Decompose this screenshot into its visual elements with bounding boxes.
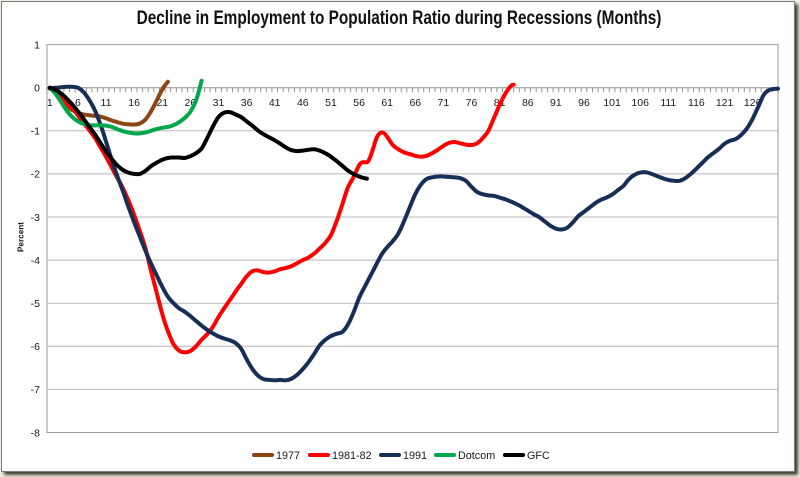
svg-text:-4: -4 [31, 255, 40, 267]
svg-text:-2: -2 [31, 169, 40, 181]
svg-text:-3: -3 [31, 212, 40, 224]
svg-text:86: 86 [522, 97, 534, 109]
svg-text:31: 31 [213, 97, 225, 109]
svg-text:Dotcom: Dotcom [458, 450, 495, 462]
svg-text:56: 56 [353, 97, 365, 109]
svg-text:1981-82: 1981-82 [332, 450, 372, 462]
svg-text:121: 121 [716, 97, 734, 109]
svg-text:1: 1 [34, 39, 40, 51]
svg-text:21: 21 [156, 97, 168, 109]
svg-text:111: 111 [660, 97, 676, 109]
svg-text:116: 116 [688, 97, 705, 109]
svg-text:-5: -5 [31, 298, 40, 310]
svg-text:-7: -7 [31, 384, 40, 396]
svg-text:51: 51 [325, 97, 337, 109]
svg-text:106: 106 [631, 97, 649, 109]
svg-text:0: 0 [34, 83, 40, 95]
svg-text:46: 46 [297, 97, 309, 109]
svg-text:1: 1 [47, 97, 53, 109]
svg-text:11: 11 [101, 97, 112, 109]
svg-text:6: 6 [75, 97, 81, 109]
svg-text:61: 61 [381, 97, 393, 109]
svg-text:16: 16 [128, 97, 140, 109]
svg-text:71: 71 [438, 97, 450, 109]
svg-text:GFC: GFC [527, 450, 550, 462]
svg-text:-8: -8 [31, 427, 40, 439]
svg-text:66: 66 [409, 97, 421, 109]
svg-text:Decline in Employment to Popul: Decline in Employment to Population Rati… [137, 6, 662, 28]
svg-text:36: 36 [241, 97, 253, 109]
svg-text:1991: 1991 [403, 450, 427, 462]
svg-text:91: 91 [550, 97, 562, 109]
svg-text:41: 41 [269, 97, 281, 109]
svg-text:26: 26 [185, 97, 197, 109]
svg-text:101: 101 [603, 97, 621, 109]
svg-text:Percent: Percent [17, 222, 26, 252]
svg-text:-6: -6 [31, 341, 40, 353]
svg-text:-1: -1 [31, 126, 40, 138]
svg-text:76: 76 [466, 97, 478, 109]
svg-text:96: 96 [578, 97, 590, 109]
svg-text:1977: 1977 [276, 450, 300, 462]
